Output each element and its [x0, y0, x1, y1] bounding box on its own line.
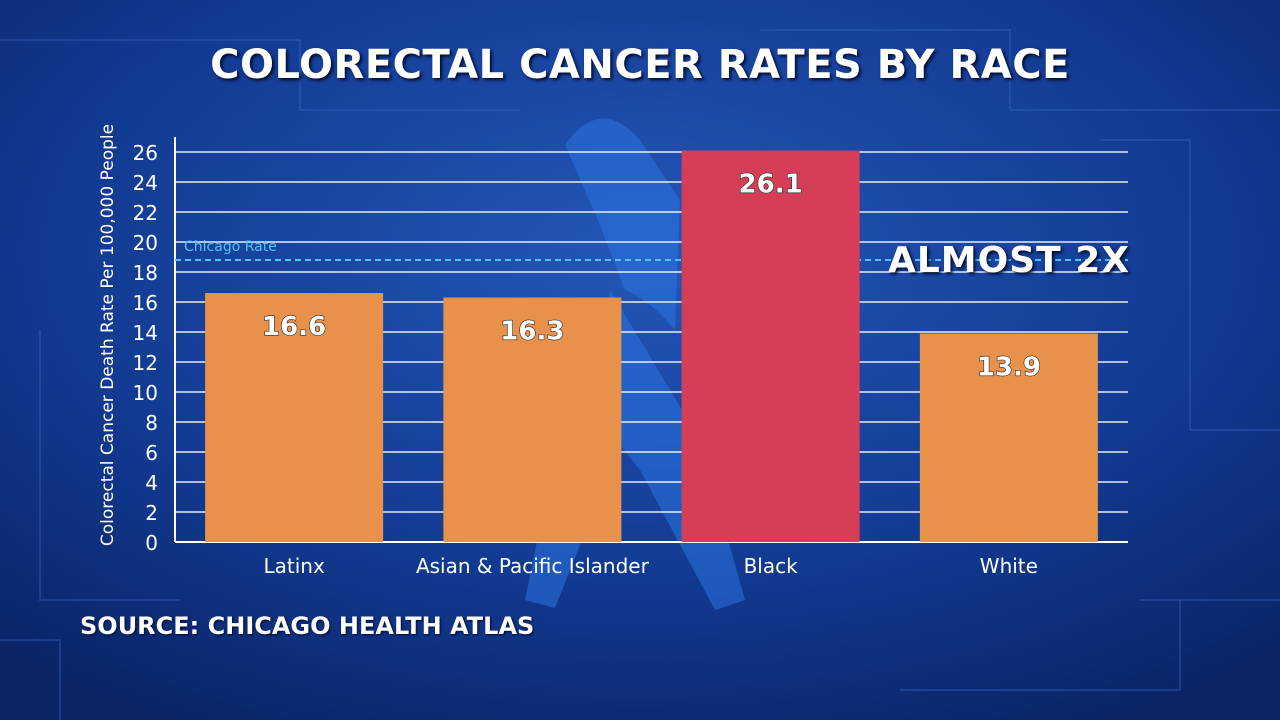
y-tick-label: 4: [145, 471, 158, 495]
y-tick-label: 18: [133, 261, 158, 285]
y-tick-label: 10: [133, 381, 158, 405]
y-tick-label: 22: [133, 201, 158, 225]
y-tick-label: 20: [133, 231, 158, 255]
background-circuit-lines: [0, 29, 1280, 720]
x-tick-label: Latinx: [263, 554, 324, 578]
y-tick-label: 14: [133, 321, 158, 345]
bar: [443, 297, 622, 542]
bar-value-label: 16.6: [262, 312, 326, 342]
y-tick-label: 2: [145, 501, 158, 525]
source-credit: SOURCE: CHICAGO HEALTH ATLAS: [80, 612, 535, 640]
y-tick-label: 24: [133, 171, 158, 195]
x-tick-label: Black: [744, 554, 799, 578]
y-tick-label: 0: [145, 531, 158, 555]
bar: [681, 150, 860, 542]
y-tick-label: 12: [133, 351, 158, 375]
bar: [919, 333, 1098, 542]
x-tick-label: Asian & Pacific Islander: [416, 554, 650, 578]
annotation-almost-2x: ALMOST 2X: [888, 240, 1131, 281]
bar-value-label: 26.1: [739, 170, 803, 200]
y-tick-label: 8: [145, 411, 158, 435]
y-tick-label: 6: [145, 441, 158, 465]
bar-value-label: 16.3: [500, 317, 564, 347]
x-axis-labels: Latinx Asian & Pacific Islander Black White: [263, 554, 1037, 578]
y-axis-label: Colorectal Cancer Death Rate Per 100,000…: [98, 123, 118, 547]
reference-line-label: Chicago Rate: [184, 239, 277, 255]
x-tick-label: White: [980, 554, 1038, 578]
bar: [205, 293, 384, 542]
bar-value-label: 13.9: [977, 353, 1041, 383]
y-tick-label: 16: [133, 291, 158, 315]
y-tick-label: 26: [133, 141, 158, 165]
bars: 16.6 16.3 26.1 13.9: [205, 150, 1098, 542]
chart-title: COLORECTAL CANCER RATES BY RACE: [210, 42, 1070, 88]
